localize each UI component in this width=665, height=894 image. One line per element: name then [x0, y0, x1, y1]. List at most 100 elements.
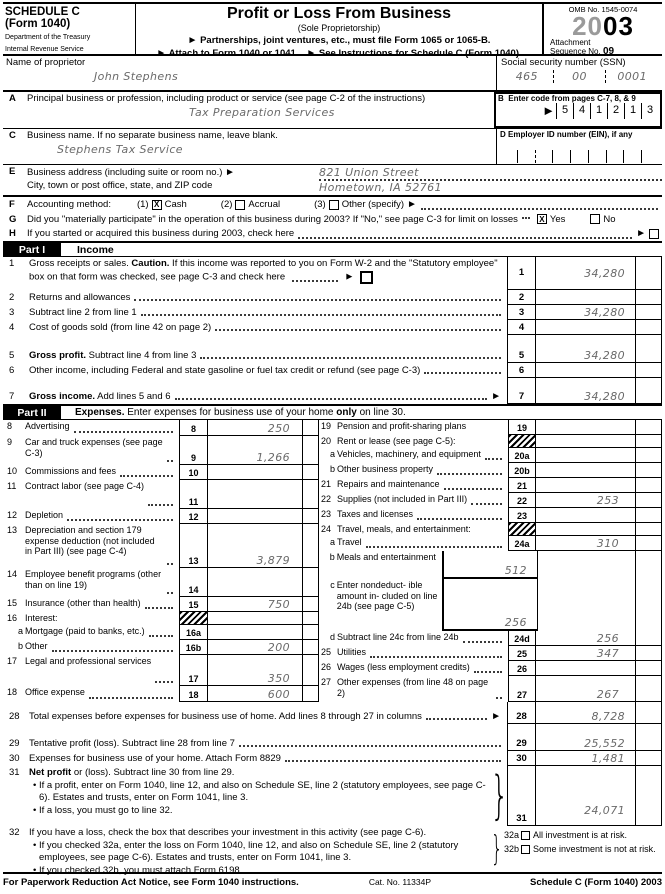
line-1-amount[interactable]: 34,280 — [535, 257, 635, 290]
line-number: 5 — [9, 350, 15, 361]
line-22-amount[interactable]: 253 — [535, 493, 635, 508]
line-32: 32 If you have a loss, check the box tha… — [3, 826, 662, 876]
line-18-amount[interactable]: 600 — [207, 686, 302, 702]
some-investment-checkbox[interactable] — [521, 845, 531, 854]
line-8-amount[interactable]: 250 — [207, 420, 302, 436]
code-digit: 1 — [624, 103, 641, 119]
box-number: 13 — [179, 524, 207, 568]
line-a-value[interactable]: Tax Preparation Services — [189, 106, 335, 119]
line-24b-subamount[interactable]: 512 — [442, 551, 537, 579]
line-h-id: H — [9, 228, 16, 239]
line-30-label: Expenses for business use of your home. … — [29, 752, 281, 764]
cash-checkbox[interactable]: X — [151, 199, 162, 210]
line-26-amount[interactable] — [535, 661, 635, 676]
cents-cell — [635, 320, 661, 335]
dotted-leader — [215, 329, 501, 331]
line-27-amount[interactable]: 267 — [535, 676, 635, 702]
box-number: 29 — [507, 736, 535, 751]
line-20b-amount[interactable] — [535, 463, 635, 478]
line-c-d-row: C Business name. If no separate business… — [3, 129, 662, 165]
line-7-amount[interactable]: 34,280 — [535, 378, 635, 404]
line-29-amount[interactable]: 25,552 — [535, 736, 635, 751]
cents-cell — [635, 463, 661, 478]
line-20a-amount[interactable] — [535, 448, 635, 463]
line-11-amount[interactable] — [207, 480, 302, 509]
box-number: 22 — [508, 493, 535, 508]
line-24b: b Meals and entertainment 512 — [319, 551, 661, 579]
line-2-amount[interactable] — [535, 290, 635, 305]
header-right: OMB No. 1545-0074 2003 Attachment Sequen… — [544, 4, 662, 57]
line-31-amount[interactable]: 24,071 — [535, 766, 635, 826]
business-code-field[interactable]: ► 5 4 1 2 1 3 — [498, 103, 658, 119]
line-letter: b — [17, 641, 23, 651]
cents-cell — [635, 766, 661, 826]
line-4-amount[interactable] — [535, 320, 635, 335]
line-20b-label: Other business property — [337, 464, 434, 474]
line-28-amount[interactable]: 8,728 — [535, 702, 635, 724]
line-15-amount[interactable]: 750 — [207, 597, 302, 612]
line-21-amount[interactable] — [535, 478, 635, 493]
proprietor-name-field[interactable]: John Stephens — [94, 70, 179, 83]
line-number: 23 — [321, 509, 332, 519]
yes-checkbox[interactable]: X — [536, 214, 547, 224]
cents-cell — [635, 305, 661, 320]
line-7: 7 Gross income. Add lines 5 and 6 ► 7 34,… — [3, 378, 661, 404]
line-24a: a Travel 24a 310 — [319, 536, 661, 551]
line-25-amount[interactable]: 347 — [535, 646, 635, 661]
ssn-field[interactable]: 465 00 0001 — [501, 70, 658, 83]
address-field[interactable]: 821 Union Street Hometown, IA 52761 — [261, 166, 662, 195]
line-24a-amount[interactable]: 310 — [535, 536, 635, 551]
dotted-leader — [521, 217, 530, 219]
line-24c-subamount[interactable]: 256 — [442, 579, 537, 631]
cents-cell — [302, 625, 318, 640]
catalog-number: Cat. No. 11334P — [368, 877, 432, 887]
all-investment-checkbox[interactable] — [521, 831, 531, 840]
line-17-amount[interactable]: 350 — [207, 655, 302, 686]
cents-cell — [635, 493, 661, 508]
no-checkbox[interactable] — [590, 214, 601, 224]
line-9-amount[interactable]: 1,266 — [207, 436, 302, 465]
line-30-amount[interactable]: 1,481 — [535, 751, 635, 766]
dotted-leader — [420, 208, 658, 210]
line-12-amount[interactable] — [207, 509, 302, 524]
line-32-text: If you have a loss, check the box that d… — [29, 827, 459, 876]
dotted-leader — [73, 431, 173, 433]
accrual-checkbox[interactable] — [235, 199, 246, 210]
line-5-amount[interactable]: 34,280 — [535, 335, 635, 363]
part1-bar: Part I Income — [3, 241, 662, 257]
line-14: 14 Employee benefit programs (other than… — [3, 568, 318, 597]
line-16a-amount[interactable] — [207, 625, 302, 640]
cents-cell — [302, 568, 318, 597]
opt3-label: Other (specify) — [341, 199, 405, 210]
line-10-amount[interactable] — [207, 465, 302, 480]
line-20: 20 Rent or lease (see page C-5): — [319, 435, 661, 448]
box-number: 11 — [179, 480, 207, 509]
line-23-amount[interactable] — [535, 508, 635, 523]
line-17-label: Legal and professional services — [25, 656, 152, 666]
line-22: 22 Supplies (not included in Part III) 2… — [319, 493, 661, 508]
line-h-checkbox[interactable] — [649, 228, 659, 239]
other-checkbox[interactable] — [328, 199, 339, 210]
line-14-amount[interactable] — [207, 568, 302, 597]
line-19-amount[interactable] — [535, 420, 635, 435]
statutory-employee-checkbox[interactable] — [359, 270, 373, 284]
line-a-id: A — [9, 93, 16, 104]
ein-field[interactable] — [500, 150, 659, 163]
line-27: 27 Other expenses (from line 48 on page … — [319, 676, 661, 702]
cents-cell — [302, 655, 318, 686]
line-4: 4 Cost of goods sold (from line 42 on pa… — [3, 320, 661, 335]
line-13-amount[interactable]: 3,879 — [207, 524, 302, 568]
box-number: 23 — [508, 508, 535, 523]
cents-cell — [635, 551, 661, 579]
box-number: 30 — [507, 751, 535, 766]
line-6-amount[interactable] — [535, 363, 635, 378]
dotted-leader — [437, 473, 502, 475]
box-number: 24d — [508, 631, 535, 646]
cents-cell — [302, 612, 318, 625]
line-24d-amount[interactable]: 256 — [535, 631, 635, 646]
line-c-value[interactable]: Stephens Tax Service — [57, 143, 183, 156]
line-3-amount[interactable]: 34,280 — [535, 305, 635, 320]
part2-bar: Part II Expenses. Enter expenses for bus… — [3, 404, 662, 420]
line-16b-amount[interactable]: 200 — [207, 640, 302, 655]
